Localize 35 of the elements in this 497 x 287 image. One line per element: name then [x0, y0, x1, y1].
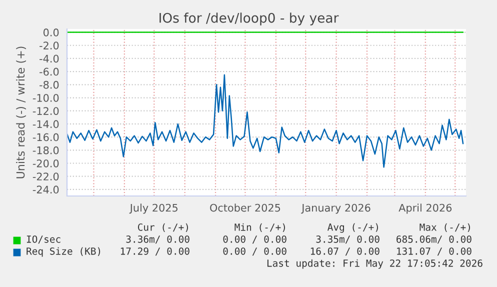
legend-label: IO/sec [26, 235, 60, 244]
text: Avg (-/+) [328, 223, 378, 233]
text: 17.29 / 0.00 [120, 247, 190, 256]
y-tick-label: -24.0 [32, 186, 59, 194]
text: 3.35m/ 0.00 [316, 235, 380, 244]
y-tick-label: -12.0 [32, 107, 59, 115]
text: Last update: Fri May 22 17:05:42 2026 [267, 259, 482, 269]
text: 131.07 / 0.00 [397, 247, 472, 256]
line-series [67, 74, 464, 168]
y-tick-label: -18.0 [32, 146, 59, 154]
text: Min (-/+) [234, 223, 285, 232]
x-tick-label: July 2025 [129, 204, 178, 214]
y-axis-title: Units read (-) / write (+) [16, 46, 26, 178]
y-tick-label: -14.0 [32, 120, 59, 128]
text: 0.00 / 0.00 [223, 235, 286, 244]
legend-label: Req Size (KB) [26, 247, 100, 257]
text: 16.07 / 0.00 [310, 247, 380, 256]
y-tick-label: -22.0 [32, 172, 59, 180]
text: Cur (-/+) [138, 223, 188, 232]
y-tick-label: -4.0 [40, 54, 59, 63]
x-tick-label: April 2026 [398, 204, 452, 214]
text: 685.06m/ 0.00 [396, 235, 472, 244]
y-tick-label: -20.0 [32, 159, 59, 168]
y-tick-label: -8.0 [40, 80, 59, 89]
chart-title: IOs for /dev/loop0 - by year [160, 12, 339, 26]
y-tick-label: -16.0 [32, 133, 59, 142]
text: 3.36m/ 0.00 [126, 235, 190, 244]
x-tick-label: January 2026 [301, 204, 370, 214]
y-tick-label: -10.0 [32, 94, 59, 102]
x-tick-label: October 2025 [210, 204, 280, 212]
text: 0.00 / 0.00 [223, 247, 286, 256]
y-tick-label: 0.0 [43, 28, 59, 36]
y-tick-label: -2.0 [40, 42, 59, 50]
y-tick-label: -6.0 [40, 68, 59, 76]
text: Max (-/+) [420, 223, 470, 232]
